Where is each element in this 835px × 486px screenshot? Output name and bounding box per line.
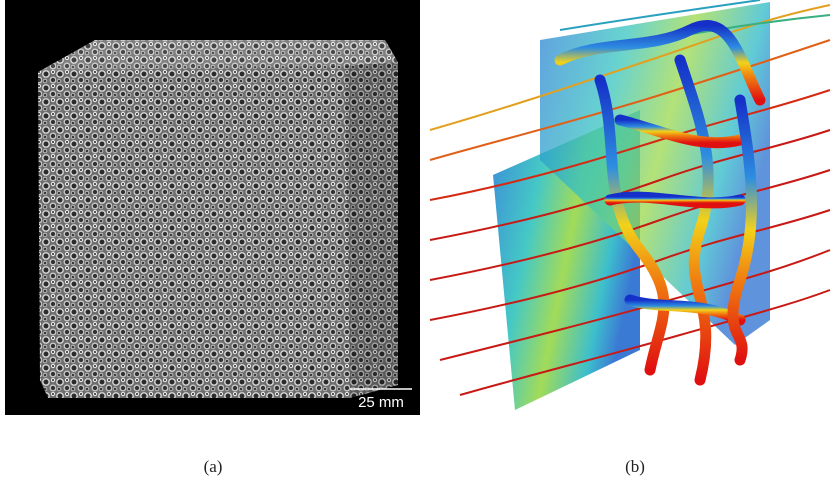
panel-a: 25 mm — [5, 0, 420, 415]
caption: (b) — [625, 457, 645, 476]
figure: 25 mm (a) (b) — [0, 0, 835, 486]
panel-b — [430, 0, 830, 410]
caption: (a) — [204, 457, 223, 476]
cube-side — [345, 62, 398, 398]
foam-cube — [38, 40, 398, 398]
scale-bar-label: 25 mm — [358, 394, 404, 411]
